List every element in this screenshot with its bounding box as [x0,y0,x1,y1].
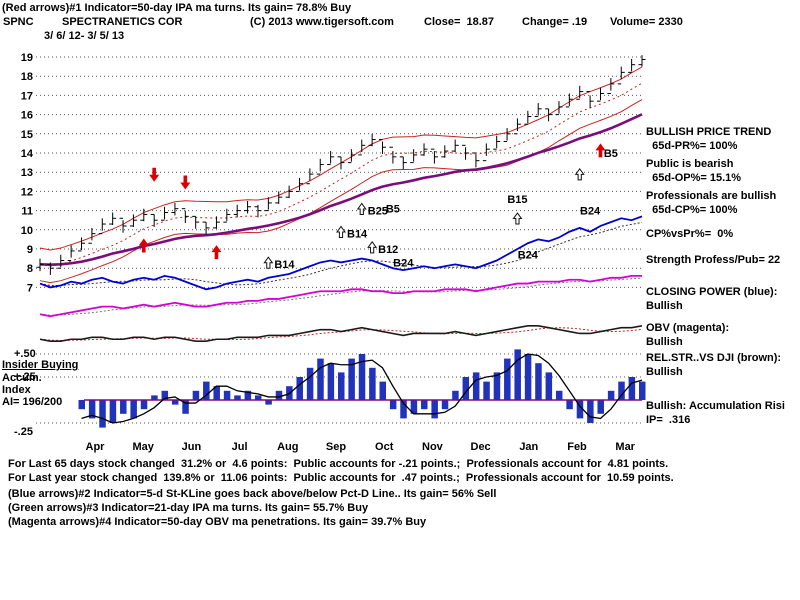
svg-text:8: 8 [27,263,33,275]
volume-value: Volume= 2330 [610,16,683,28]
ip-value: IP= .316 [646,414,691,426]
svg-text:B5: B5 [386,204,400,216]
svg-text:Apr: Apr [86,441,106,453]
svg-text:B24: B24 [580,205,601,217]
closing-power-status: Bullish [646,300,683,312]
svg-text:18: 18 [21,71,33,83]
svg-text:19: 19 [21,52,33,64]
pr-percent: 65d-PR%= 100% [646,140,738,152]
svg-text:B24: B24 [393,257,414,269]
op-percent: 65d-OP%= 15.1% [646,172,742,184]
close-value: Close= 18.87 [424,16,495,28]
accumulation-status: Bullish: Accumulation Risi [646,400,785,412]
svg-text:Sep: Sep [326,441,346,453]
strength-ratio: Strength Profess/Pub= 22 [646,254,781,266]
ai-value: AI= 196/200 [2,396,63,408]
svg-text:17: 17 [21,90,33,102]
indicator2-legend: (Blue arrows)#2 Indicator=5-d St-KLine g… [8,488,497,500]
svg-text:Jul: Jul [232,441,248,453]
index-label: Index [2,384,31,396]
svg-text:Mar: Mar [615,441,635,453]
svg-text:Oct: Oct [375,441,394,453]
svg-text:Nov: Nov [422,441,444,453]
summary-year: For Last year stock changed 139.8% or 11… [8,472,674,484]
ai-scale-plus50: +.50 [14,348,36,360]
svg-text:16: 16 [21,110,33,122]
svg-text:12: 12 [21,186,33,198]
cp-percent: 65d-CP%= 100% [646,204,738,216]
company-name: SPECTRANETICS COR [62,16,183,28]
copyright-text: (C) 2013 www.tigersoft.com [250,16,394,28]
indicator3-legend: (Green arrows)#3 Indicator=21-day IPA ma… [8,502,369,514]
svg-text:Jun: Jun [182,441,202,453]
svg-text:11: 11 [21,206,33,218]
public-status: Public is bearish [646,158,734,170]
svg-text:14: 14 [21,148,34,160]
svg-text:B5: B5 [604,148,618,160]
svg-text:B14: B14 [347,228,368,240]
ticker-symbol: SPNC [3,16,34,28]
obv-label: OBV (magenta): [646,322,730,334]
svg-text:Dec: Dec [471,441,491,453]
svg-text:10: 10 [21,225,33,237]
svg-text:B15: B15 [507,194,527,206]
svg-text:15: 15 [21,129,33,141]
svg-text:Aug: Aug [277,441,298,453]
svg-text:B25: B25 [368,205,388,217]
cp-vs-pr: CP%vsPr%= 0% [646,228,734,240]
professionals-status: Professionals are bullish [646,190,777,202]
ai-scale-minus25: -.25 [14,426,33,438]
accum-label: Accum. [2,372,42,384]
obv-status: Bullish [646,336,683,348]
ai-scale-plus25: +.25 [14,371,36,383]
svg-text:7: 7 [27,282,33,294]
svg-text:13: 13 [21,167,33,179]
closing-power-label: CLOSING POWER (blue): [646,286,778,298]
svg-text:9: 9 [27,244,33,256]
price-trend-status: BULLISH PRICE TREND [646,126,772,138]
svg-text:B24: B24 [518,250,539,262]
svg-text:B12: B12 [378,244,398,256]
svg-text:Feb: Feb [567,441,587,453]
rel-str-status: Bullish [646,366,683,378]
date-range: 3/ 6/ 12- 3/ 5/ 13 [44,30,125,42]
indicator1-legend: (Red arrows)#1 Indicator=50-day IPA ma t… [2,2,352,14]
svg-text:Jan: Jan [519,441,538,453]
indicator4-legend: (Magenta arrows)#4 Indicator=50-day OBV … [8,516,427,528]
change-value: Change= .19 [522,16,588,28]
insider-buying-label: Insider Buying [2,359,79,371]
summary-65day: For Last 65 days stock changed 31.2% or … [8,458,669,470]
svg-text:May: May [132,441,154,453]
rel-str-label: REL.STR..VS DJI (brown): [646,352,782,364]
svg-text:B14: B14 [274,259,295,271]
